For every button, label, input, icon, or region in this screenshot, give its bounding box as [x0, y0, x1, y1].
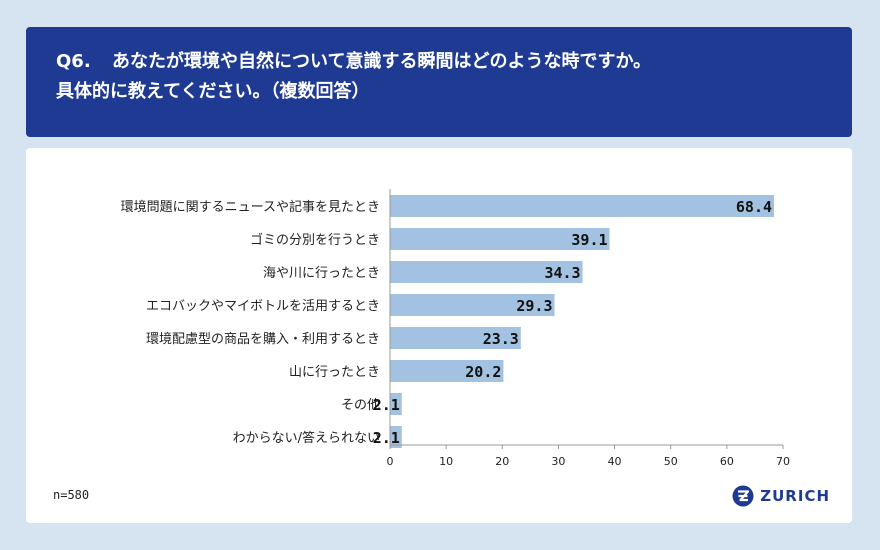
- bar-6: [390, 393, 402, 415]
- category-label-5: 山に行ったとき: [289, 365, 380, 380]
- bar-2: [390, 261, 583, 283]
- x-tick-label-2: 20: [495, 455, 509, 468]
- category-label-0: 環境問題に関するニュースや記事を見たとき: [121, 199, 380, 215]
- x-tick-label-7: 70: [776, 455, 790, 468]
- value-label-0: 68.4: [736, 198, 772, 216]
- zurich-z-icon: [732, 485, 754, 507]
- value-label-3: 29.3: [516, 297, 552, 315]
- question-line-1: Q6. あなたが環境や自然について意識する瞬間はどのような時ですか。: [56, 47, 852, 77]
- x-tick-label-5: 50: [664, 455, 678, 468]
- zurich-logo: ZURICH: [732, 485, 830, 507]
- value-label-2: 34.3: [544, 264, 580, 282]
- category-label-7: わからない/答えられない: [233, 430, 380, 446]
- value-label-5: 20.2: [465, 363, 501, 381]
- bar-5: [390, 360, 504, 382]
- category-label-2: 海や川に行ったとき: [263, 266, 380, 281]
- x-tick-label-0: 0: [387, 455, 394, 468]
- category-label-6: その他: [341, 398, 380, 413]
- x-tick-label-1: 10: [439, 455, 453, 468]
- bar-0: [390, 195, 775, 217]
- x-tick-label-4: 40: [608, 455, 622, 468]
- x-tick-label-6: 60: [720, 455, 734, 468]
- value-label-7: 2.1: [373, 429, 400, 447]
- value-label-4: 23.3: [483, 330, 519, 348]
- brand-name: ZURICH: [760, 487, 830, 505]
- bar-7: [390, 426, 402, 448]
- bar-4: [390, 327, 521, 349]
- value-label-1: 39.1: [571, 231, 607, 249]
- bar-chart: 環境問題に関するニュースや記事を見たとき 68.4 ゴミの分別を行うとき 39.1 海や…: [121, 189, 790, 468]
- question-number: Q6.: [56, 51, 91, 72]
- question-text-1: あなたが環境や自然について意識する瞬間はどのような時ですか。: [112, 51, 652, 72]
- chart-panel: 環境問題に関するニュースや記事を見たとき 68.4 ゴミの分別を行うとき 39.1 海や…: [26, 148, 852, 523]
- x-tick-label-3: 30: [551, 455, 565, 468]
- value-label-6: 2.1: [373, 396, 400, 414]
- category-label-1: ゴミの分別を行うとき: [250, 232, 380, 248]
- question-header: Q6. あなたが環境や自然について意識する瞬間はどのような時ですか。 具体的に教え…: [26, 27, 852, 137]
- sample-size: n=580: [53, 488, 90, 502]
- bar-3: [390, 294, 555, 316]
- category-label-3: エコバックやマイボトルを活用するとき: [146, 299, 380, 314]
- bar-1: [390, 228, 610, 250]
- category-label-4: 環境配慮型の商品を購入・利用するとき: [146, 332, 380, 347]
- question-line-2: 具体的に教えてください。（複数回答）: [56, 81, 370, 102]
